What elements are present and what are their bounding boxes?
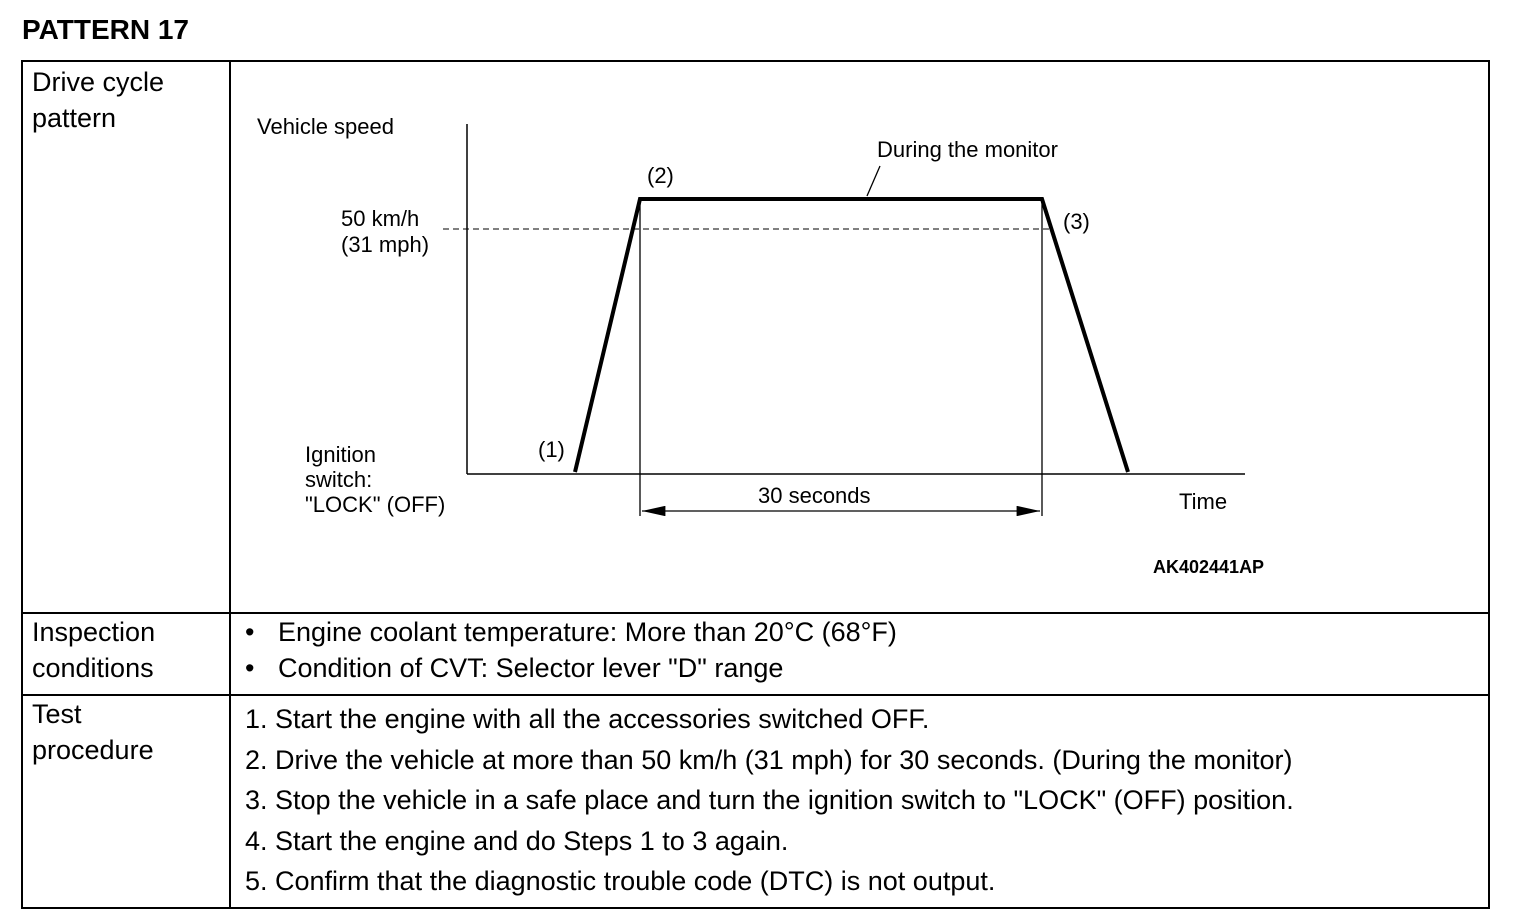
figure-code: AK402441AP <box>1153 557 1264 577</box>
list-item: 1. Start the engine with all the accesso… <box>245 704 930 734</box>
test-procedure-label: Test procedure <box>32 699 154 765</box>
ignition-label: switch: <box>305 467 372 492</box>
ignition-label: Ignition <box>305 442 376 467</box>
monitor-label: During the monitor <box>877 137 1058 162</box>
bullet: • <box>245 653 255 683</box>
list-item: • Engine coolant temperature: More than 2… <box>245 614 897 650</box>
duration-label: 30 seconds <box>758 483 871 508</box>
point-2-label: (2) <box>647 163 674 188</box>
speed-trace <box>573 197 1130 473</box>
ignition-label: "LOCK" (OFF) <box>305 492 445 517</box>
condition-text: Engine coolant temperature: More than 20… <box>278 617 897 647</box>
bullet: • <box>245 617 255 647</box>
row-divider <box>23 612 1488 614</box>
list-item: 3. Stop the vehicle in a safe place and … <box>245 785 1294 815</box>
inspection-conditions-list: • Engine coolant temperature: More than 2… <box>245 614 897 686</box>
drive-cycle-diagram: Vehicle speed Time 50 km/h (31 mph) Igni… <box>257 114 1264 577</box>
drive-cycle-label: Drive cycle pattern <box>32 67 165 133</box>
row-divider <box>23 694 1488 696</box>
test-procedure-list: 1. Start the engine with all the accesso… <box>245 699 1294 902</box>
monitor-leader-line <box>866 165 881 197</box>
column-divider <box>229 62 231 907</box>
y-axis-label: Vehicle speed <box>257 114 394 139</box>
condition-text: Condition of CVT: Selector lever "D" ran… <box>278 653 784 683</box>
list-item: • Condition of CVT: Selector lever "D" ra… <box>245 650 897 686</box>
page-title: PATTERN 17 <box>22 14 189 45</box>
x-axis-label: Time <box>1179 489 1227 514</box>
inspection-conditions-label: Inspection conditions <box>32 617 156 683</box>
list-item: 4. Start the engine and do Steps 1 to 3 … <box>245 825 789 856</box>
spec-table: Drive cycle pattern Inspection condition… <box>21 60 1490 909</box>
point-1-label: (1) <box>538 437 565 462</box>
list-item: 5. Confirm that the diagnostic trouble c… <box>245 866 996 896</box>
point-3-label: (3) <box>1063 209 1090 234</box>
list-item: 2. Drive the vehicle at more than 50 km/… <box>245 744 1293 775</box>
speed-label-mph: (31 mph) <box>341 232 429 257</box>
speed-label: 50 km/h <box>341 206 419 231</box>
